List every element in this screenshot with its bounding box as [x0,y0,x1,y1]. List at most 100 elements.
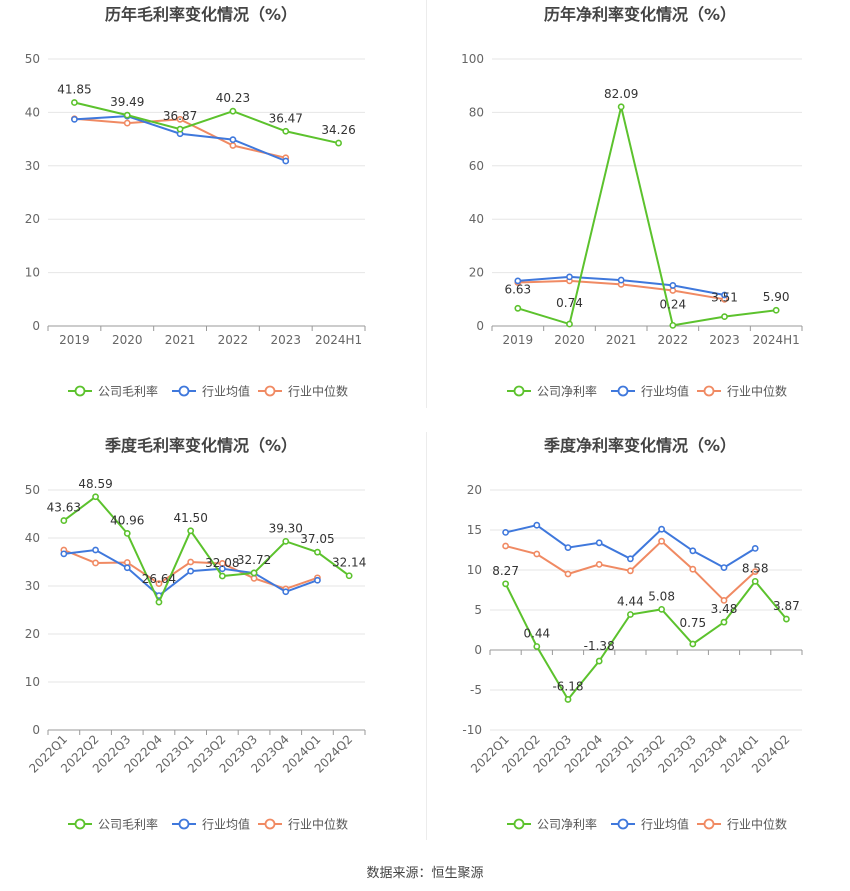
y-tick-label: 30 [25,579,40,593]
data-point [627,555,634,563]
y-tick-label: 0 [474,643,482,657]
data-point [669,321,677,329]
data-label: 36.87 [163,109,197,123]
data-label: 48.59 [78,477,112,491]
y-tick-label: 0 [32,723,40,737]
data-point [627,567,634,575]
data-point [720,618,728,626]
data-point [92,493,99,501]
legend-marker [513,385,525,397]
legend-label: 行业中位数 [288,384,348,399]
data-point [335,139,342,147]
data-point [595,561,603,568]
chart-panel-2: 历年净利率变化情况（%） 0 20 40 60 80 100 2019 2020 2021 2022… [461,5,803,399]
y-tick-label: 10 [25,675,40,689]
data-point [123,564,131,572]
data-point [658,525,665,533]
y-tick-label: 20 [25,627,40,641]
y-tick-label: 0 [32,319,40,333]
y-tick-label: 40 [25,531,40,545]
data-point [564,544,572,551]
data-point [314,576,321,584]
data-point [689,547,697,555]
data-point [751,545,759,552]
y-tick-label: -10 [462,723,482,737]
legend-marker [617,818,629,830]
chart-title: 季度毛利率变化情况（%） [104,436,297,455]
data-point [669,282,677,289]
data-point [218,565,226,573]
data-label: 40.96 [110,513,144,527]
legend-marker [74,818,86,830]
legend-label: 行业均值 [202,384,250,399]
data-point [689,565,697,573]
data-label: 0.24 [659,297,686,311]
legend-marker [264,818,276,830]
data-label: 41.50 [173,511,207,525]
y-tick-label: 100 [461,52,484,66]
data-point [783,615,790,623]
series-line-公司毛利率 [63,495,350,605]
vertical-divider-top [426,0,427,408]
x-tick-label: 2024H1 [315,333,362,347]
data-label: 8.27 [492,564,519,578]
data-point [566,273,573,281]
data-point [92,559,99,567]
data-label: 39.30 [269,521,303,535]
legend-marker [617,385,629,397]
data-point [533,550,541,558]
legend-label: 公司毛利率 [98,817,158,832]
legend-label: 公司毛利率 [98,384,158,399]
data-point [314,548,321,556]
data-point [502,529,509,536]
data-label: 41.85 [57,83,91,97]
data-label: -6.18 [552,679,583,693]
series-line-公司毛利率 [74,101,339,145]
y-tick-label: 50 [25,483,40,497]
legend-marker [703,385,715,397]
legend-label: 行业均值 [641,817,689,832]
data-point [721,291,728,299]
legend-label: 行业中位数 [288,817,348,832]
data-point [502,580,509,588]
vertical-divider-bottom [426,432,427,840]
data-point [533,643,541,650]
chart-panel-3: 季度毛利率变化情况（%）010203040502022Q12022Q22022Q… [25,436,367,832]
x-tick-label: 2021 [165,333,196,347]
data-label: 37.05 [300,532,334,546]
y-tick-label: 10 [25,266,40,280]
x-tick-label: 2019 [503,333,534,347]
data-point [658,605,665,613]
data-label: 26.64 [142,572,176,586]
data-label: 0.74 [556,296,583,310]
data-point [71,115,78,123]
x-tick-label: 2023 [270,333,301,347]
data-point [250,574,258,582]
data-label: 3.48 [711,602,738,616]
series-line-行业中位数 [74,117,286,159]
x-tick-label: 2019 [59,333,90,347]
data-point [282,127,290,135]
x-tick-label: 2022 [658,333,689,347]
chart-title: 历年净利率变化情况（%） [544,5,736,24]
data-point [187,527,195,535]
chart-panel-1: 历年毛利率变化情况（%） 0 10 20 30 40 50 2019 2020 2021 2022 2… [25,5,366,399]
data-point [751,577,759,585]
y-tick-label: 0 [476,319,484,333]
data-point [123,111,131,119]
data-point [617,103,625,111]
y-tick-label: 15 [467,523,482,537]
data-point [218,572,226,580]
x-tick-label: 2021 [606,333,637,347]
x-tick-label: 2020 [112,333,143,347]
legend-label: 行业中位数 [727,817,787,832]
data-label: 3.87 [773,599,800,613]
legend-marker [513,818,525,830]
data-point [617,276,625,284]
data-label: 5.08 [648,589,675,603]
x-tick-label: 2023 [709,333,740,347]
y-tick-label: 30 [25,159,40,173]
data-point [720,564,728,571]
y-tick-label: 80 [469,105,484,119]
data-label: 32.14 [332,556,366,570]
